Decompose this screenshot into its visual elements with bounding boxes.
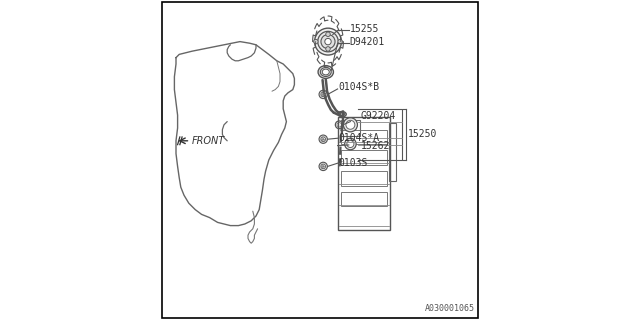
Text: 0104S*B: 0104S*B <box>339 82 380 92</box>
Bar <box>341 120 360 136</box>
Text: D94201: D94201 <box>349 36 385 47</box>
Text: 0103S: 0103S <box>339 157 368 168</box>
Circle shape <box>321 35 335 49</box>
Circle shape <box>319 162 328 171</box>
Text: 0104S*A: 0104S*A <box>339 132 380 143</box>
Circle shape <box>314 39 318 44</box>
Ellipse shape <box>323 69 329 75</box>
Bar <box>341 192 387 206</box>
Bar <box>341 130 387 144</box>
Circle shape <box>321 164 326 169</box>
Circle shape <box>344 118 358 132</box>
Circle shape <box>345 138 356 150</box>
Circle shape <box>317 31 339 52</box>
Text: G92204: G92204 <box>361 111 396 121</box>
Circle shape <box>319 90 328 99</box>
Ellipse shape <box>339 112 346 117</box>
Text: 15255: 15255 <box>349 24 379 34</box>
Ellipse shape <box>320 68 332 76</box>
Circle shape <box>325 38 332 45</box>
Circle shape <box>338 39 342 44</box>
Circle shape <box>346 120 355 129</box>
Circle shape <box>347 140 354 148</box>
Bar <box>338 117 390 230</box>
Bar <box>341 150 387 165</box>
Text: 15262: 15262 <box>361 140 390 151</box>
Ellipse shape <box>318 66 333 78</box>
Text: 15250: 15250 <box>408 129 436 139</box>
Bar <box>388 123 396 181</box>
Circle shape <box>321 137 326 141</box>
Circle shape <box>321 92 326 97</box>
Circle shape <box>319 135 328 143</box>
Ellipse shape <box>340 113 344 116</box>
Circle shape <box>326 47 330 51</box>
Circle shape <box>315 28 342 55</box>
Bar <box>341 171 387 186</box>
Circle shape <box>326 32 330 36</box>
Text: A030001065: A030001065 <box>425 304 475 313</box>
Text: FRONT: FRONT <box>192 136 225 146</box>
